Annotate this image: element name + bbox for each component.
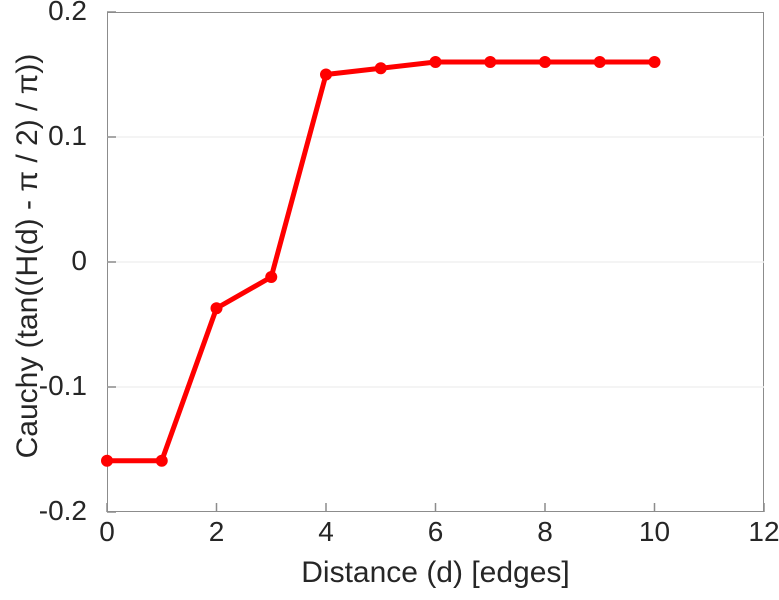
x-axis-label: Distance (d) [edges] (301, 556, 570, 589)
y-tick-label: 0.2 (48, 0, 87, 26)
y-tick-label: -0.2 (38, 495, 87, 526)
x-tick-label: 12 (748, 516, 779, 547)
x-tick-label: 0 (99, 516, 115, 547)
plot-area (107, 12, 764, 512)
x-tick-label: 10 (638, 516, 671, 547)
y-axis-label: Cauchy (tan((H(d) - π / 2) / π)) (11, 53, 44, 459)
y-tick-label: -0.1 (38, 370, 87, 401)
y-tick-label: 0.1 (48, 120, 87, 151)
y-tick-label: 0 (71, 245, 87, 276)
x-tick-label: 8 (537, 516, 553, 547)
x-tick-label: 4 (318, 516, 334, 547)
x-tick-label: 6 (427, 516, 444, 547)
x-tick-label: 2 (208, 516, 225, 547)
